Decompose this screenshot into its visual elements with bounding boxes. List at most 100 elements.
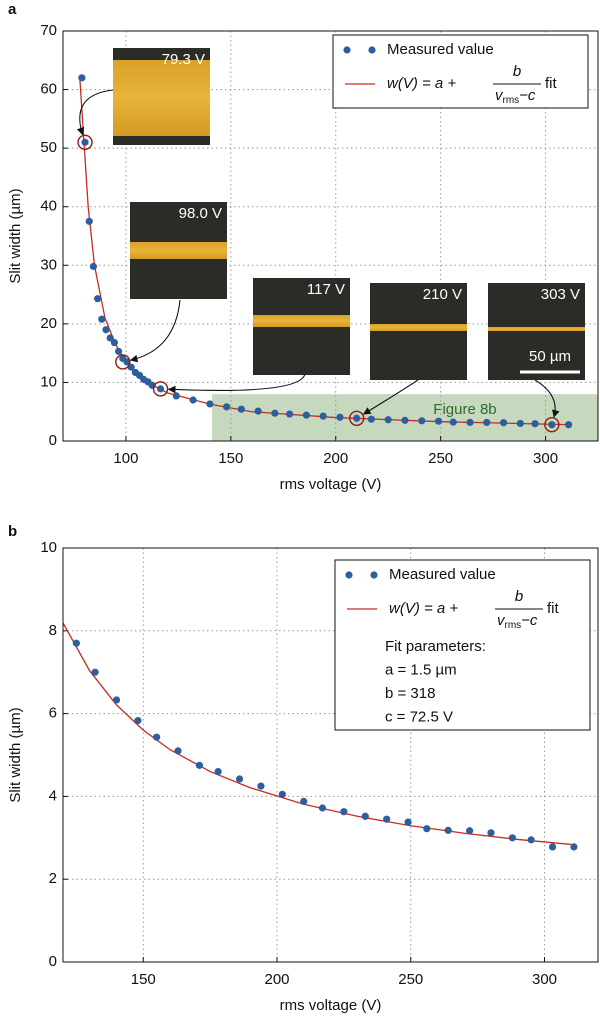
annotation-arrow	[534, 379, 560, 418]
plot-frame	[62, 547, 599, 963]
legend-note: Fit parameters:	[385, 638, 486, 655]
data-point	[153, 733, 161, 741]
data-point	[72, 639, 80, 647]
data-point	[300, 797, 308, 805]
data-point	[434, 417, 443, 425]
x-axis-label: rms voltage (V)	[280, 476, 382, 493]
data-point	[254, 407, 262, 415]
legend-label: rms	[505, 620, 522, 631]
data-point	[214, 767, 222, 776]
legend-label: Measured value	[389, 566, 496, 583]
fit-line	[62, 622, 572, 846]
legend-label: fit	[545, 75, 558, 92]
legend-label: fit	[547, 600, 560, 617]
legend-note: a = 1.5 µm	[385, 661, 457, 678]
data-point	[565, 421, 573, 429]
legend-marker	[370, 571, 378, 579]
inset-band	[253, 315, 350, 327]
data-point	[401, 416, 409, 424]
x-tick-label: 250	[428, 450, 453, 467]
legend-label: b	[513, 63, 521, 80]
inset-label: 210 V	[423, 286, 462, 303]
data-point	[94, 295, 102, 303]
legend-label: vrms−c	[497, 612, 538, 631]
data-point	[110, 339, 119, 347]
data-point	[85, 217, 93, 225]
data-point	[206, 400, 214, 408]
data-point	[483, 418, 491, 427]
data-point	[81, 138, 89, 146]
y-tick-label: 20	[40, 315, 57, 332]
data-point	[531, 420, 539, 428]
x-tick-label: 150	[131, 971, 156, 988]
legend-box	[334, 559, 591, 731]
data-point	[548, 843, 557, 851]
x-tick-label: 300	[533, 450, 558, 467]
inset-label: 117 V	[307, 281, 345, 298]
data-point	[174, 747, 182, 755]
data-point	[112, 696, 121, 704]
legend-label: rms	[503, 95, 520, 106]
data-point	[318, 804, 327, 812]
legend-label: −c	[521, 612, 538, 629]
inset-label: 98.0 V	[179, 205, 222, 222]
legend-marker	[345, 571, 353, 579]
data-point	[353, 414, 361, 422]
data-point	[91, 668, 99, 676]
data-point	[423, 825, 431, 833]
data-point	[444, 826, 452, 834]
data-point	[570, 843, 578, 851]
y-tick-label: 30	[40, 256, 57, 273]
data-point	[223, 403, 231, 411]
inset-band	[370, 324, 467, 331]
legend-label: vrms−c	[495, 87, 536, 106]
x-tick-label: 150	[218, 450, 243, 467]
scale-bar-label: 50 µm	[529, 348, 571, 365]
data-point	[114, 347, 123, 355]
legend-box	[332, 34, 589, 109]
data-point	[257, 782, 265, 790]
data-point	[336, 413, 344, 421]
legend-note: c = 72.5 V	[385, 708, 453, 725]
legend-label: b	[515, 588, 523, 605]
x-tick-label: 200	[323, 450, 348, 467]
annotation-arrow	[129, 299, 181, 363]
highlight-ring	[115, 354, 131, 370]
data-point	[134, 717, 142, 725]
data-point	[361, 812, 369, 820]
y-tick-label: 50	[40, 139, 57, 156]
annotation-arrow	[76, 89, 114, 136]
data-point	[156, 385, 165, 393]
annotation-arrow	[362, 379, 419, 415]
highlight-ring	[77, 134, 93, 150]
highlight-ring	[152, 381, 169, 397]
data-point	[516, 419, 524, 428]
data-point	[271, 409, 279, 417]
inset-band	[130, 242, 227, 259]
data-point	[319, 412, 327, 420]
data-point	[189, 396, 197, 404]
legend-marker	[343, 46, 351, 54]
legend-label: v	[497, 612, 506, 629]
x-tick-label: 250	[398, 971, 423, 988]
data-point	[106, 334, 114, 342]
data-point	[418, 417, 426, 425]
y-axis-label: Slit width (µm)	[7, 188, 24, 283]
inset-image	[370, 283, 467, 380]
data-point	[384, 416, 392, 424]
inset-image	[488, 283, 585, 380]
y-tick-label: 70	[40, 22, 57, 39]
x-tick-label: 300	[532, 971, 557, 988]
inset-band	[113, 60, 210, 136]
y-tick-label: 10	[40, 373, 57, 390]
x-tick-label: 100	[113, 450, 138, 467]
data-point	[487, 829, 495, 837]
y-tick-label: 40	[40, 198, 57, 215]
y-tick-label: 60	[40, 81, 57, 98]
data-point	[98, 315, 106, 323]
legend-label: w(V) = a +	[389, 600, 458, 617]
panel-label: b	[8, 523, 17, 540]
